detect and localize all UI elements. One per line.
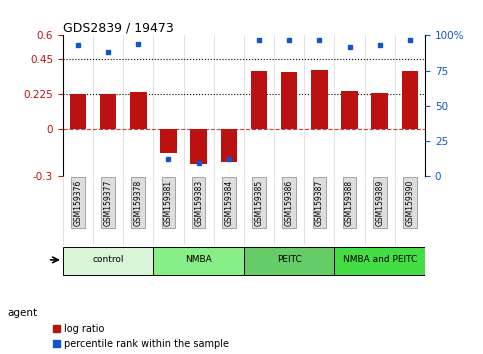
Text: GSM159386: GSM159386 [284,179,294,226]
Text: GSM159389: GSM159389 [375,179,384,226]
Text: GSM159390: GSM159390 [405,179,414,226]
Text: GSM159388: GSM159388 [345,179,354,225]
FancyBboxPatch shape [63,247,154,275]
Text: GDS2839 / 19473: GDS2839 / 19473 [63,21,173,34]
Text: GSM159381: GSM159381 [164,179,173,225]
Bar [130,92,146,129]
Bar [371,93,388,129]
Bar [221,129,237,162]
Bar [70,94,86,129]
Bar [311,70,327,129]
Text: GSM159385: GSM159385 [255,179,264,226]
Bar [190,129,207,164]
FancyBboxPatch shape [244,247,334,275]
Bar [251,72,267,129]
Bar [402,70,418,129]
Bar [341,91,358,129]
Bar [100,94,116,129]
Legend: log ratio, percentile rank within the sample: log ratio, percentile rank within the sa… [53,324,229,349]
Text: NMBA and PEITC: NMBA and PEITC [342,255,417,264]
Text: control: control [92,255,124,264]
Text: GSM159387: GSM159387 [315,179,324,226]
Bar [281,72,298,129]
Text: GSM159376: GSM159376 [73,179,83,226]
Text: NMBA: NMBA [185,255,212,264]
FancyBboxPatch shape [154,247,244,275]
FancyBboxPatch shape [334,247,425,275]
Text: PEITC: PEITC [277,255,301,264]
Text: GSM159378: GSM159378 [134,179,143,226]
Text: agent: agent [7,308,37,318]
Text: GSM159383: GSM159383 [194,179,203,226]
Bar [160,129,177,153]
Text: GSM159384: GSM159384 [224,179,233,226]
Text: GSM159377: GSM159377 [103,179,113,226]
